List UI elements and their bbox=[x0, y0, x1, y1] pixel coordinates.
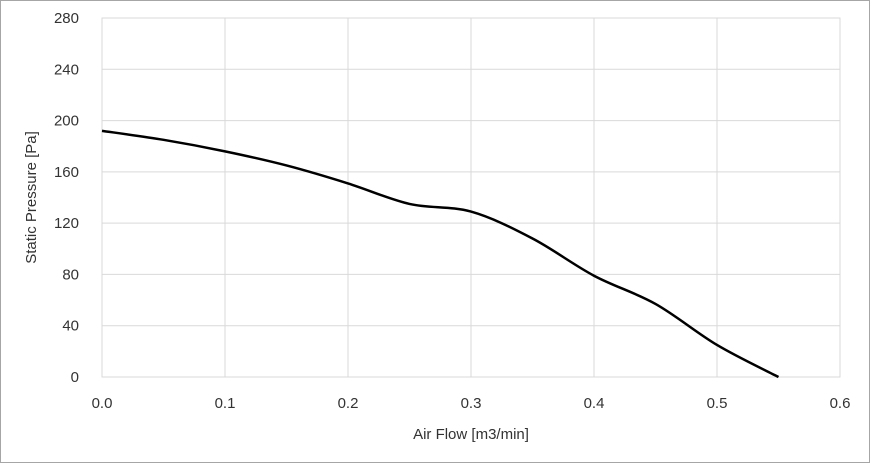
y-tick-label: 280 bbox=[54, 10, 79, 27]
series-layer bbox=[101, 129, 780, 379]
y-tick-label: 0 bbox=[71, 369, 79, 386]
x-tick-label: 0.0 bbox=[92, 395, 113, 412]
y-tick-label: 240 bbox=[54, 61, 79, 78]
y-tick-label: 80 bbox=[62, 266, 79, 283]
gridlines bbox=[101, 17, 841, 378]
y-tick-label: 40 bbox=[62, 318, 79, 335]
plot-area bbox=[101, 17, 841, 378]
x-tick-labels: 0.0 0.1 0.2 0.3 0.4 0.5 0.6 bbox=[92, 395, 851, 412]
x-tick-label: 0.1 bbox=[215, 395, 236, 412]
y-tick-label: 120 bbox=[54, 215, 79, 232]
y-tick-label: 200 bbox=[54, 113, 79, 130]
x-tick-label: 0.2 bbox=[338, 395, 359, 412]
x-axis-title: Air Flow [m3/min] bbox=[413, 426, 529, 443]
x-tick-label: 0.5 bbox=[707, 395, 728, 412]
x-tick-label: 0.4 bbox=[584, 395, 605, 412]
x-tick-label: 0.3 bbox=[461, 395, 482, 412]
x-tick-label: 0.6 bbox=[830, 395, 851, 412]
series-line bbox=[101, 129, 780, 379]
y-tick-labels: 0 40 80 120 160 200 240 280 bbox=[54, 10, 79, 386]
y-axis-title: Static Pressure [Pa] bbox=[23, 131, 40, 264]
plot-border bbox=[101, 17, 841, 378]
y-tick-label: 160 bbox=[54, 164, 79, 181]
